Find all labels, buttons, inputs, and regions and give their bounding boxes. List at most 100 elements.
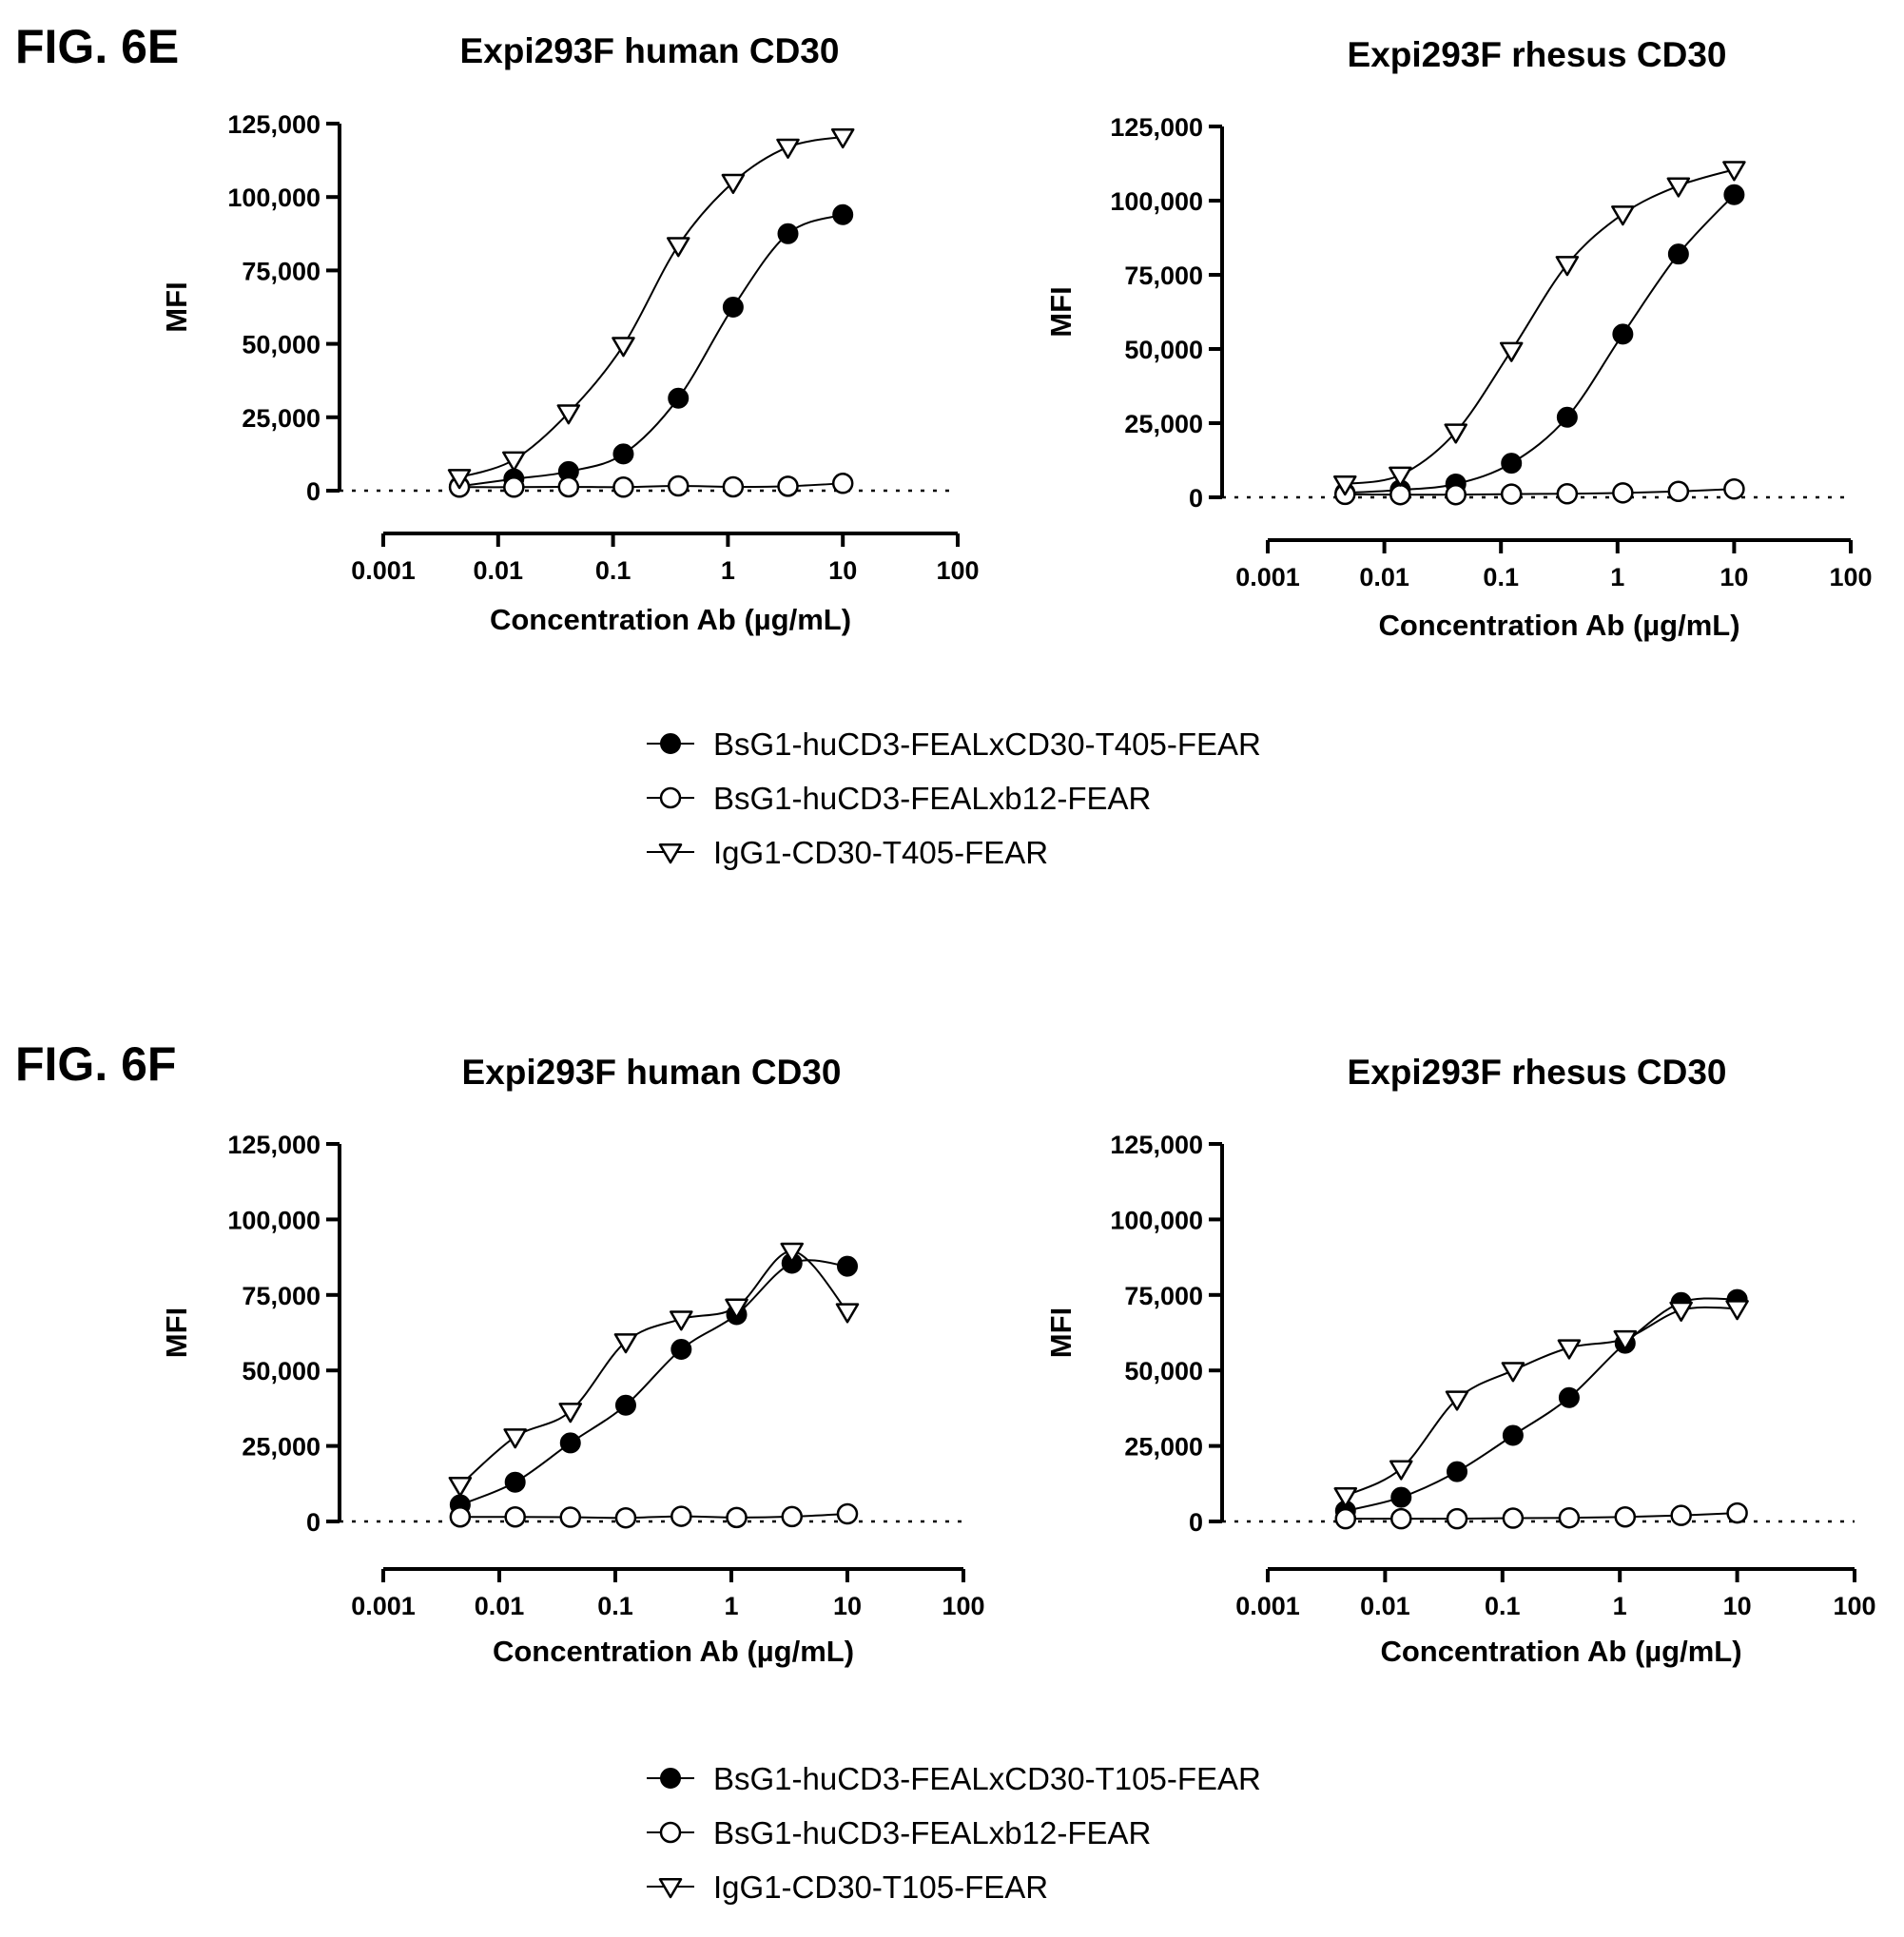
data-point-series-3 <box>1444 423 1467 444</box>
data-point-series-1 <box>1667 243 1689 265</box>
y-axis-title: MFI <box>160 1307 193 1358</box>
y-tick-label: 25,000 <box>1124 1433 1203 1462</box>
chart-panel-3: Expi293F human CD30025,00050,00075,00010… <box>160 1053 985 1668</box>
data-point-series-3 <box>666 237 690 258</box>
legend-6f: BsG1-huCD3-FEALxCD30-T105-FEAR BsG1-huCD3… <box>647 1761 1261 1905</box>
data-point-series-1 <box>1390 1486 1412 1508</box>
data-point-series-2 <box>1556 483 1579 505</box>
x-tick-label: 0.1 <box>1483 563 1519 591</box>
data-point-series-2 <box>1614 1505 1637 1528</box>
x-axis-title: Concentration Ab (µg/mL) <box>1378 609 1739 642</box>
data-point-series-1 <box>614 1394 636 1416</box>
x-tick-label: 0.001 <box>351 556 416 585</box>
data-point-series-3 <box>448 1476 473 1498</box>
series-curve-3 <box>458 135 844 479</box>
y-tick-label: 100,000 <box>1110 1206 1203 1234</box>
series-curve-1 <box>459 1259 848 1506</box>
data-point-series-3 <box>780 1242 804 1263</box>
x-tick-label: 1 <box>1610 563 1624 591</box>
data-point-series-2 <box>836 1502 859 1525</box>
data-point-series-3 <box>613 1333 638 1354</box>
series-curve-1 <box>1345 1297 1738 1512</box>
x-axis-title: Concentration Ab (µg/mL) <box>490 603 851 636</box>
data-point-series-3 <box>556 404 581 425</box>
data-point-series-3 <box>725 1298 748 1319</box>
data-point-series-3 <box>503 1428 527 1449</box>
y-tick-label: 75,000 <box>1124 261 1203 290</box>
chart-title: Expi293F rhesus CD30 <box>1348 1053 1727 1092</box>
data-point-series-3 <box>1499 341 1524 362</box>
data-point-series-2 <box>1726 1501 1748 1524</box>
chart-panel-2: Expi293F rhesus CD30 0 25,000 50,000 75,000 1… <box>1044 35 1873 642</box>
y-tick-label: 125,000 <box>227 110 321 139</box>
data-point-series-1 <box>777 223 799 244</box>
data-point-series-2 <box>831 473 854 494</box>
data-point-series-3 <box>1725 1300 1749 1321</box>
data-point-series-2 <box>1500 483 1523 505</box>
data-point-series-2 <box>722 475 745 498</box>
data-point-series-3 <box>447 469 472 490</box>
data-point-series-1 <box>559 1432 581 1454</box>
x-tick-label: 10 <box>833 1592 862 1620</box>
data-point-series-2 <box>504 1505 526 1528</box>
chart-panel-4: Expi293F rhesus CD30 0 25,000 50,000 75,000 1… <box>1044 1053 1876 1668</box>
y-tick-label: 125,000 <box>227 1131 321 1159</box>
y-tick-label: 50,000 <box>1124 1357 1203 1385</box>
data-point-series-2 <box>614 1506 637 1529</box>
legend-6e: BsG1-huCD3-FEALxCD30-T405-FEAR BsG1-huCD3… <box>647 726 1261 870</box>
x-tick-label: 0.01 <box>475 1592 525 1620</box>
x-tick-label: 1 <box>724 1592 738 1620</box>
y-tick-label: 125,000 <box>1110 113 1203 142</box>
figure-label-6f: FIG. 6F <box>15 1037 176 1091</box>
data-point-series-3 <box>1613 1329 1638 1351</box>
chart-title: Expi293F rhesus CD30 <box>1348 35 1727 74</box>
x-tick-label: 100 <box>942 1592 984 1620</box>
data-point-series-1 <box>670 1338 692 1360</box>
x-tick-label: 1 <box>1613 1592 1627 1620</box>
data-point-series-3 <box>1611 205 1635 226</box>
data-point-series-2 <box>1558 1506 1581 1529</box>
data-point-series-3 <box>1333 1487 1358 1508</box>
figure-label-6e: FIG. 6E <box>15 20 179 73</box>
data-point-series-3 <box>670 1310 693 1331</box>
data-point-series-3 <box>1666 177 1691 198</box>
y-axis-title: MFI <box>1044 286 1078 337</box>
legend-label: BsG1-huCD3-FEALxb12-FEAR <box>713 781 1151 816</box>
y-tick-label: 50,000 <box>1124 336 1203 364</box>
data-point-series-1 <box>1612 323 1634 345</box>
y-tick-label: 50,000 <box>242 331 321 359</box>
data-point-series-2 <box>667 475 690 497</box>
y-tick-label: 50,000 <box>242 1357 321 1385</box>
legend-marker <box>658 843 683 864</box>
data-point-series-2 <box>557 475 580 498</box>
y-tick-label: 0 <box>1189 484 1203 513</box>
data-point-series-1 <box>1723 184 1745 205</box>
data-point-series-3 <box>776 138 800 159</box>
data-point-series-2 <box>726 1506 748 1529</box>
legend-label: IgG1-CD30-T405-FEAR <box>713 835 1048 870</box>
data-point-series-2 <box>503 476 525 498</box>
data-point-series-2 <box>1446 1507 1468 1530</box>
data-point-series-2 <box>449 1505 472 1528</box>
data-point-series-2 <box>1445 483 1467 506</box>
data-point-series-1 <box>612 443 634 465</box>
series-curve-1 <box>1345 194 1736 494</box>
data-point-series-3 <box>1555 256 1580 277</box>
data-point-series-2 <box>670 1505 692 1527</box>
data-point-series-1 <box>1556 406 1578 428</box>
x-tick-label: 0.1 <box>595 556 631 585</box>
legend-marker <box>660 1768 681 1789</box>
x-tick-label: 0.1 <box>597 1592 633 1620</box>
data-point-series-3 <box>1445 1390 1469 1411</box>
chart-title: Expi293F human CD30 <box>460 31 840 70</box>
x-tick-label: 0.001 <box>1235 1592 1300 1620</box>
data-point-series-1 <box>722 297 744 318</box>
legend-label: BsG1-huCD3-FEALxCD30-T105-FEAR <box>713 1761 1261 1796</box>
y-tick-label: 100,000 <box>1110 187 1203 216</box>
data-point-series-3 <box>830 127 855 149</box>
plots-layer: Expi293F human CD30025,00050,00075,00010… <box>160 31 1876 1668</box>
x-tick-label: 100 <box>936 556 979 585</box>
chart-title: Expi293F human CD30 <box>462 1053 842 1092</box>
y-tick-label: 0 <box>306 477 321 506</box>
x-tick-label: 0.001 <box>351 1592 416 1620</box>
